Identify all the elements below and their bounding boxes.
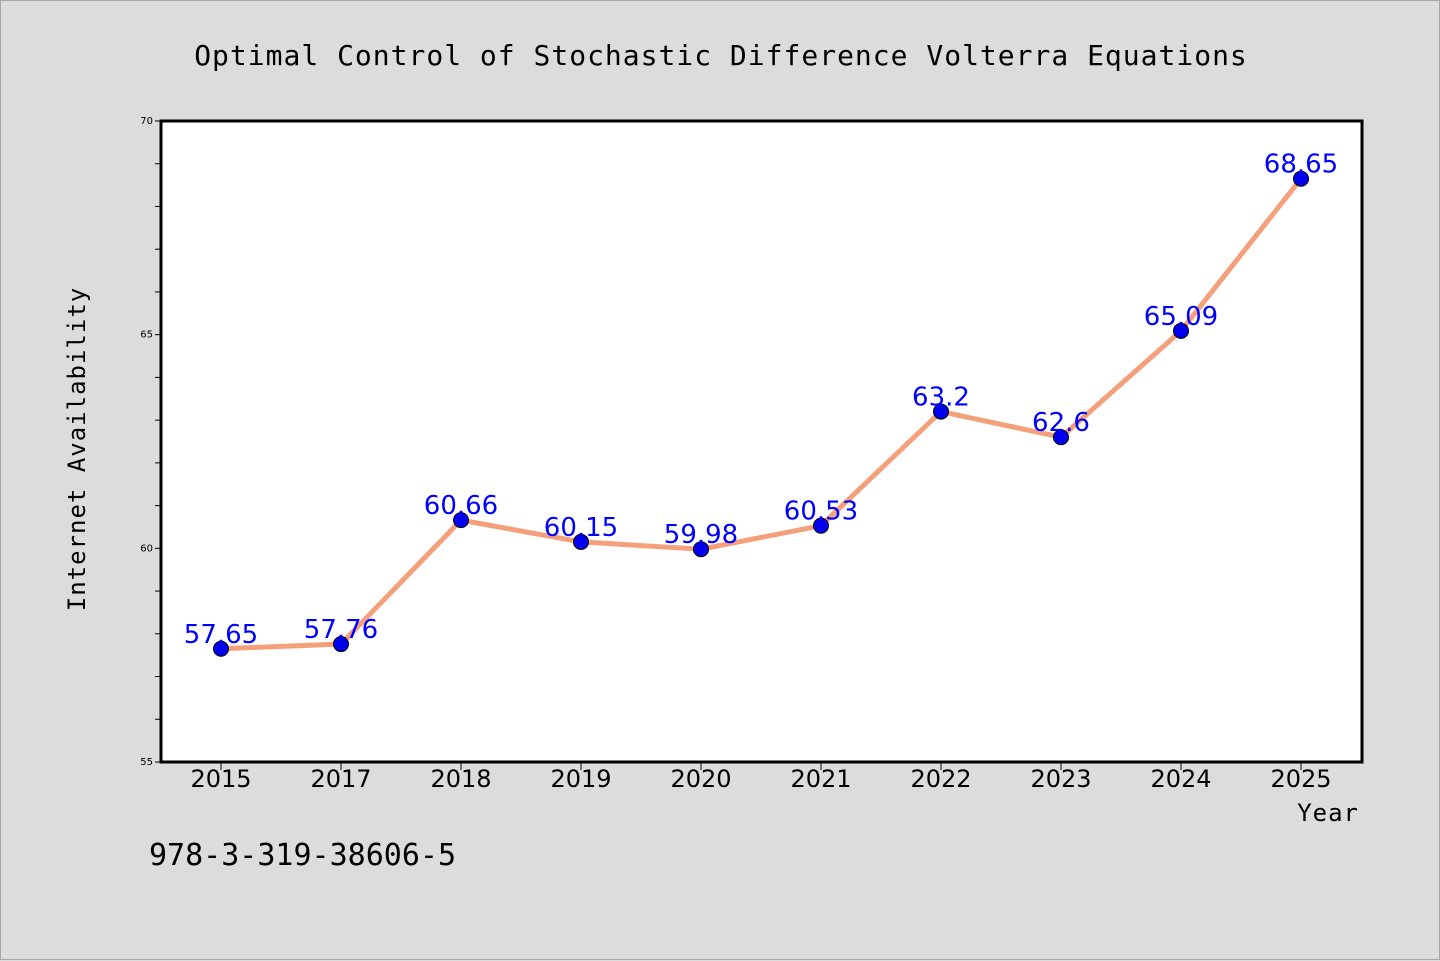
data-point-2019: [573, 533, 589, 550]
axis-ticks: [155, 120, 1302, 770]
y-tick-label: 70: [140, 116, 153, 127]
y-tick-label: 55: [140, 757, 153, 768]
data-point-2017: [333, 636, 349, 653]
x-tick-label: 2025: [1270, 765, 1331, 793]
data-point-2023: [1053, 429, 1069, 446]
x-tick-label: 2021: [790, 765, 851, 793]
data-point-2025: [1293, 170, 1309, 187]
data-label-2019: 60.15: [544, 513, 618, 543]
y-tick-label: 65: [140, 330, 153, 341]
data-label-2022: 63.2: [912, 383, 970, 413]
footer-isbn: 978-3-319-38606-5: [149, 838, 456, 873]
x-tick-label: 2018: [430, 765, 491, 793]
x-tick-label: 2017: [310, 765, 371, 793]
plot-area: [159, 119, 1364, 764]
x-tick-labels: 2015 2017 2018 2019 2020 2021 2022 2023 2024 2025: [190, 765, 1331, 793]
x-tick-label: 2022: [910, 765, 971, 793]
data-labels: 57.65 57.76 60.66 60.15 59.98 60.53 63.2 62.6 65…: [184, 150, 1338, 650]
data-label-2025: 68.65: [1264, 150, 1338, 180]
y-tick-labels: 55 60 65 70: [140, 116, 153, 768]
x-tick-label: 2015: [190, 765, 251, 793]
data-point-2018: [453, 512, 469, 529]
x-axis-label: Year: [1297, 799, 1359, 827]
data-point-2020: [693, 541, 709, 558]
data-label-2017: 57.76: [304, 615, 378, 645]
data-point-2021: [813, 517, 829, 534]
data-label-2018: 60.66: [424, 491, 498, 521]
y-axis-label: Internet Availability: [63, 287, 91, 611]
data-label-2023: 62.6: [1032, 408, 1090, 438]
data-label-2015: 57.65: [184, 620, 258, 650]
data-point-2015: [213, 640, 229, 657]
x-tick-label: 2020: [670, 765, 731, 793]
data-label-2021: 60.53: [784, 497, 858, 527]
y-tick-label: 60: [140, 543, 153, 554]
chart-title: Optimal Control of Stochastic Difference…: [194, 39, 1248, 72]
data-markers: [213, 170, 1309, 657]
data-point-2024: [1173, 322, 1189, 339]
data-label-2024: 65.09: [1144, 302, 1218, 332]
data-point-2022: [933, 403, 949, 420]
x-tick-label: 2019: [550, 765, 611, 793]
data-label-2020: 59.98: [664, 520, 738, 550]
x-tick-label: 2024: [1150, 765, 1211, 793]
x-tick-label: 2023: [1030, 765, 1091, 793]
series-line: [218, 176, 1304, 652]
